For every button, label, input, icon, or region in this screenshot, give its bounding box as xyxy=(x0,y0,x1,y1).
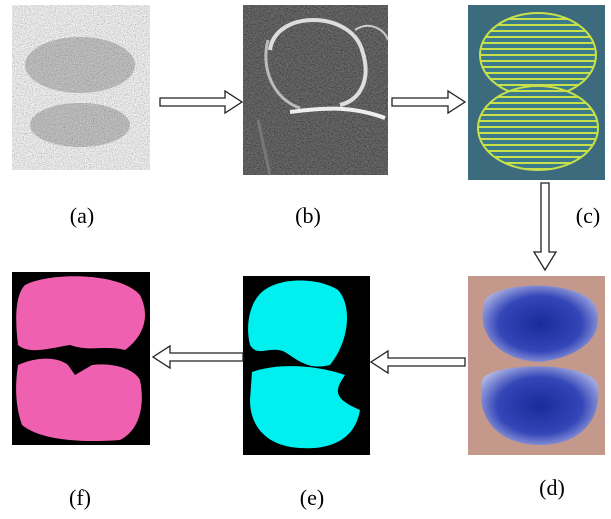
panel-label: (a) xyxy=(70,203,94,228)
panel-c-image xyxy=(468,5,605,180)
arrow-e-f xyxy=(153,346,243,368)
panel-d-image xyxy=(468,276,605,455)
figure: (a) (b) (c) (d) (e) (f) xyxy=(0,0,611,519)
panel-f-image xyxy=(12,272,150,445)
arrow-b-c xyxy=(392,91,465,113)
panel-e-image xyxy=(243,276,370,455)
panel-a-image xyxy=(12,5,150,170)
panel-label: (c) xyxy=(576,203,600,228)
arrow-d-e xyxy=(371,351,465,373)
panel-label: (d) xyxy=(539,475,565,500)
panel-label: (b) xyxy=(295,203,321,228)
panel-b-image xyxy=(243,5,388,175)
panel-label: (e) xyxy=(300,485,324,510)
arrow-c-d xyxy=(534,183,556,270)
panel-label: (f) xyxy=(69,485,91,510)
arrow-a-b xyxy=(160,91,242,113)
